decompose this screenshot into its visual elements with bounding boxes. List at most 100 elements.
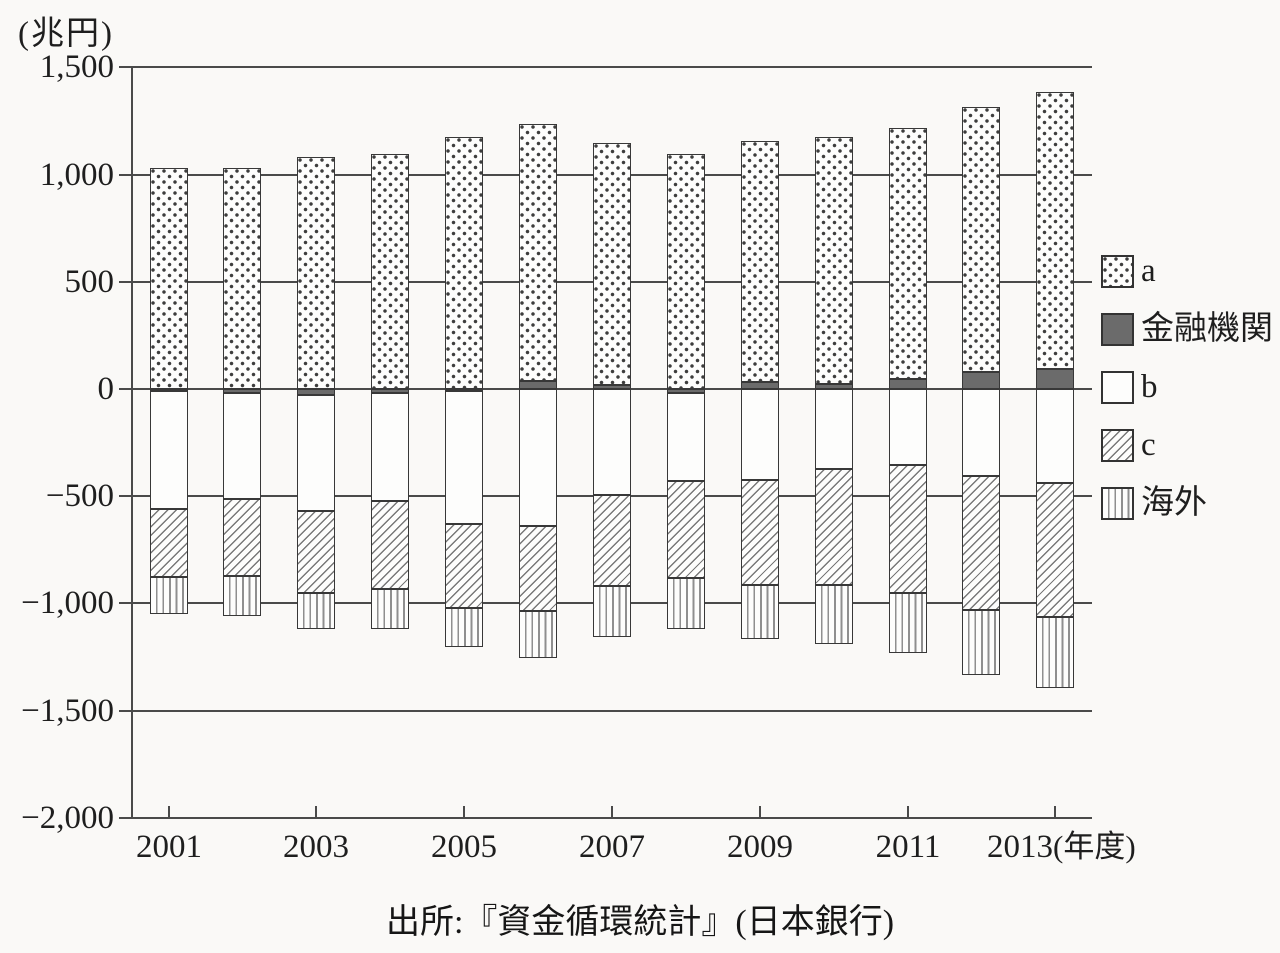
y-axis-tick--1000 bbox=[119, 602, 132, 604]
bar-segment-vlines-2006 bbox=[519, 611, 557, 658]
bar-segment-plain-2002 bbox=[223, 393, 261, 499]
gridline--2000 bbox=[132, 817, 1092, 819]
x-axis-label-2013: 2013(年度) bbox=[987, 829, 1136, 865]
bar-segment-vlines-2013 bbox=[1036, 617, 1074, 688]
bar-segment-hatch-2011 bbox=[889, 465, 927, 593]
legend-swatch-dots bbox=[1101, 255, 1134, 288]
y-axis-tick--500 bbox=[119, 495, 132, 497]
bar-segment-solid-2006 bbox=[519, 381, 557, 389]
bar-segment-solid-2007 bbox=[593, 385, 631, 389]
bar-segment-vlines-2009 bbox=[741, 585, 779, 639]
bar-segment-hatch-2012 bbox=[962, 476, 1000, 610]
bar-segment-dots-2011 bbox=[889, 128, 927, 379]
bar-segment-dots-2001 bbox=[150, 168, 188, 389]
y-axis-tick--2000 bbox=[119, 817, 132, 819]
bar-segment-plain-2001 bbox=[150, 391, 188, 509]
bar-segment-solid-2009 bbox=[741, 382, 779, 389]
bar-segment-vlines-2012 bbox=[962, 610, 1000, 675]
y-axis-label--1000: −1,000 bbox=[21, 585, 114, 621]
bar-segment-hatch-2004 bbox=[371, 501, 409, 589]
bar-segment-vlines-2010 bbox=[815, 585, 853, 644]
x-axis-label-2001: 2001 bbox=[136, 829, 202, 865]
y-axis-label--500: −500 bbox=[45, 478, 114, 514]
bar-segment-solid-2002 bbox=[223, 389, 261, 393]
legend-swatch-hatch bbox=[1101, 429, 1134, 462]
bar-segment-hatch-2010 bbox=[815, 469, 853, 585]
bar-segment-dots-2003 bbox=[297, 157, 335, 389]
bar-segment-dots-2004 bbox=[371, 154, 409, 389]
x-axis-tick-2013 bbox=[1054, 806, 1056, 818]
legend-label-solid: 金融機関 bbox=[1141, 311, 1273, 347]
bar-segment-solid-2011 bbox=[889, 379, 927, 389]
bar-segment-dots-2012 bbox=[962, 107, 1000, 372]
legend-swatch-plain bbox=[1101, 371, 1134, 404]
gridline--1500 bbox=[132, 710, 1092, 712]
y-axis-tick-1000 bbox=[119, 174, 132, 176]
x-axis-tick-2001 bbox=[168, 806, 170, 818]
legend-label-plain: b bbox=[1141, 369, 1158, 405]
y-axis-label--1500: −1,500 bbox=[21, 693, 114, 729]
legend-label-dots: a bbox=[1141, 253, 1156, 289]
y-axis-line bbox=[131, 66, 133, 818]
legend-label-hatch: c bbox=[1141, 427, 1156, 463]
y-axis-label-500: 500 bbox=[64, 264, 115, 300]
bar-segment-dots-2002 bbox=[223, 168, 261, 389]
bar-segment-plain-2013 bbox=[1036, 389, 1074, 483]
legend-swatch-vlines bbox=[1101, 487, 1134, 520]
bar-segment-plain-2012 bbox=[962, 389, 1000, 476]
bar-segment-plain-2005 bbox=[445, 391, 483, 524]
bar-segment-hatch-2003 bbox=[297, 511, 335, 593]
y-axis-tick-0 bbox=[119, 388, 132, 390]
x-axis-label-2007: 2007 bbox=[579, 829, 645, 865]
bar-segment-vlines-2003 bbox=[297, 593, 335, 629]
x-axis-tick-2011 bbox=[907, 806, 909, 818]
bar-segment-dots-2009 bbox=[741, 141, 779, 382]
x-axis-tick-2009 bbox=[759, 806, 761, 818]
x-axis-tick-2003 bbox=[315, 806, 317, 818]
bar-segment-solid-2004 bbox=[371, 389, 409, 393]
x-axis-label-2005: 2005 bbox=[431, 829, 497, 865]
x-axis-tick-2007 bbox=[611, 806, 613, 818]
x-axis-unit-suffix: (年度) bbox=[1053, 829, 1136, 864]
bar-segment-solid-2003 bbox=[297, 389, 335, 395]
bar-segment-dots-2007 bbox=[593, 143, 631, 385]
x-axis-label-2003: 2003 bbox=[283, 829, 349, 865]
bar-segment-hatch-2006 bbox=[519, 526, 557, 611]
source-caption: 出所:『資金循環統計』(日本銀行) bbox=[385, 904, 895, 941]
bar-segment-plain-2009 bbox=[741, 389, 779, 480]
bar-segment-solid-2001 bbox=[150, 389, 188, 391]
bar-segment-solid-2008 bbox=[667, 389, 705, 393]
y-axis-tick--1500 bbox=[119, 710, 132, 712]
bar-segment-plain-2008 bbox=[667, 393, 705, 481]
bar-segment-vlines-2007 bbox=[593, 586, 631, 637]
bar-segment-vlines-2004 bbox=[371, 589, 409, 629]
x-axis-tick-2005 bbox=[463, 806, 465, 818]
bar-segment-hatch-2007 bbox=[593, 495, 631, 586]
bar-segment-dots-2008 bbox=[667, 154, 705, 389]
bar-segment-hatch-2002 bbox=[223, 499, 261, 576]
legend-swatch-solid bbox=[1101, 313, 1134, 346]
legend-label-vlines: 海外 bbox=[1141, 485, 1207, 521]
bar-segment-hatch-2008 bbox=[667, 481, 705, 578]
y-axis-unit-label: (兆円) bbox=[18, 16, 114, 52]
bar-segment-hatch-2001 bbox=[150, 509, 188, 577]
bar-segment-dots-2010 bbox=[815, 137, 853, 384]
bar-segment-dots-2005 bbox=[445, 137, 483, 389]
bar-segment-plain-2006 bbox=[519, 389, 557, 526]
bar-segment-plain-2011 bbox=[889, 389, 927, 465]
bar-segment-hatch-2005 bbox=[445, 524, 483, 608]
x-axis-label-2011: 2011 bbox=[875, 829, 941, 865]
bar-segment-hatch-2013 bbox=[1036, 483, 1074, 617]
bar-segment-solid-2012 bbox=[962, 372, 1000, 389]
bar-segment-solid-2005 bbox=[445, 389, 483, 391]
bar-segment-plain-2003 bbox=[297, 395, 335, 511]
bar-segment-plain-2010 bbox=[815, 389, 853, 469]
bar-segment-plain-2007 bbox=[593, 389, 631, 495]
x-axis-label-2009: 2009 bbox=[727, 829, 793, 865]
y-axis-tick-500 bbox=[119, 281, 132, 283]
y-axis-label-1500: 1,500 bbox=[39, 49, 114, 85]
bar-segment-dots-2013 bbox=[1036, 92, 1074, 369]
bar-segment-vlines-2001 bbox=[150, 577, 188, 614]
